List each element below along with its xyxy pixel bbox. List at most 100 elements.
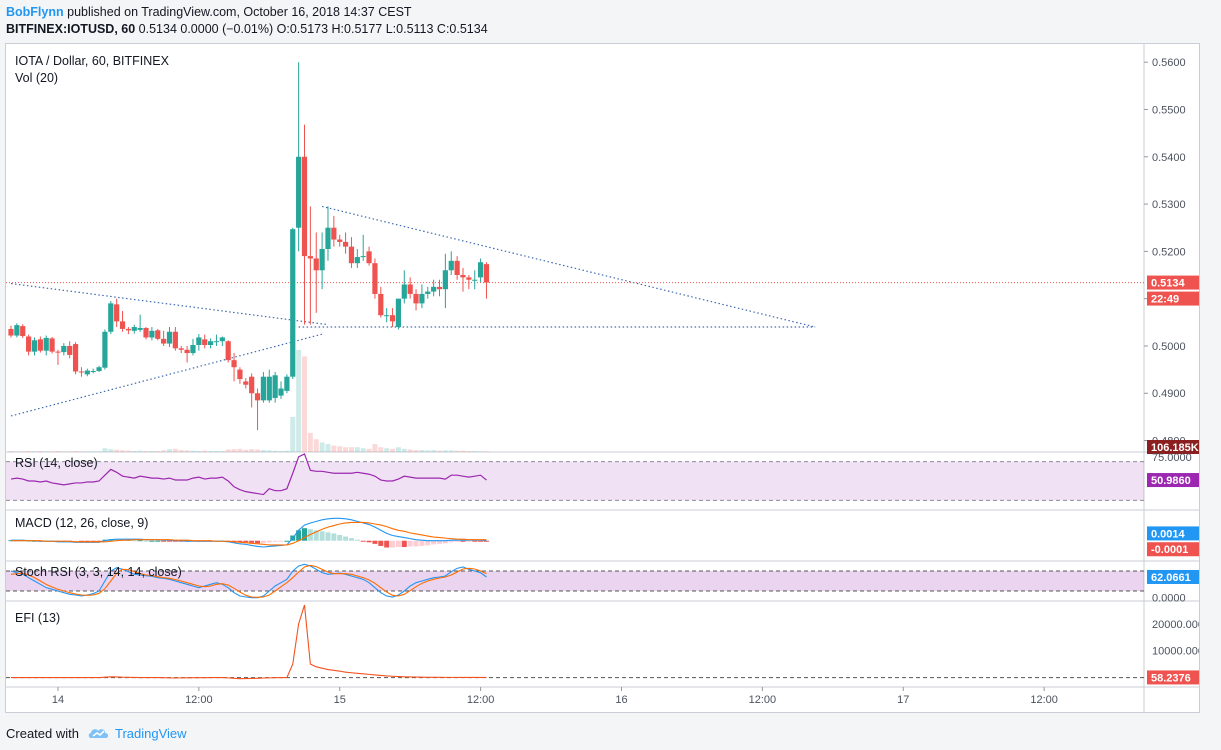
- efi-axis-label: 10000.0000: [1152, 646, 1199, 658]
- tradingview-logo[interactable]: TradingView: [87, 726, 187, 741]
- candle-body: [272, 375, 278, 398]
- volume-badge-text: 106.185K: [1151, 442, 1199, 454]
- volume-bar: [407, 449, 413, 452]
- candle-body: [90, 371, 96, 373]
- macd-histogram-bar: [483, 540, 489, 542]
- macd-histogram-bar: [401, 540, 407, 547]
- candle: [342, 232, 349, 254]
- volume-bar: [84, 451, 90, 452]
- author-name[interactable]: BobFlynn: [6, 5, 64, 19]
- candle: [37, 336, 43, 353]
- volume-bar: [331, 445, 337, 452]
- volume-bar: [337, 446, 343, 452]
- candle-body: [401, 284, 407, 299]
- candle-body: [466, 277, 472, 280]
- candle-body: [413, 293, 419, 304]
- macd-histogram-bar: [260, 540, 266, 544]
- volume-bar: [348, 447, 354, 452]
- candle-body: [14, 325, 20, 336]
- volume-bar: [354, 447, 360, 452]
- candle-body: [219, 337, 225, 342]
- candle: [14, 323, 20, 338]
- candle-body: [442, 270, 448, 290]
- candle-body: [260, 376, 267, 401]
- efi-last-badge-bg: [1147, 670, 1199, 685]
- candle: [61, 343, 67, 356]
- volume-badge-bg: [1147, 440, 1199, 454]
- chart-container[interactable]: 0.56000.55000.54000.53000.52000.51000.50…: [5, 43, 1200, 713]
- volume-bar: [143, 451, 149, 452]
- volume-bar: [448, 450, 454, 452]
- macd-histogram-bar: [448, 540, 454, 543]
- candle-body: [119, 321, 126, 329]
- time-axis-label: 14: [52, 694, 64, 706]
- macd-histogram-bar: [337, 534, 343, 541]
- macd-histogram-bar: [478, 540, 484, 542]
- candle-body: [202, 339, 208, 346]
- volume-bar: [437, 450, 443, 452]
- volume-bar: [431, 450, 437, 452]
- candle-body: [149, 330, 155, 338]
- volume-bar: [213, 451, 219, 452]
- macd-histogram-bar: [149, 540, 155, 542]
- candle: [231, 353, 237, 382]
- candle-body: [436, 286, 443, 290]
- candle-body: [354, 257, 360, 264]
- efi-line: [11, 604, 487, 680]
- volume-bar: [313, 439, 319, 452]
- volume-bar: [395, 447, 401, 452]
- volume-bar: [196, 451, 202, 452]
- chart-canvas[interactable]: 0.56000.55000.54000.53000.52000.51000.50…: [6, 44, 1199, 712]
- stoch-last-badge: 62.0661: [1147, 569, 1199, 584]
- time-axis-label: 12:00: [1030, 694, 1058, 706]
- candle: [96, 365, 102, 372]
- macd-pane-title: MACD (12, 26, close, 9): [15, 516, 148, 530]
- volume-bar: [272, 450, 278, 452]
- macd-histogram-bar: [460, 540, 466, 542]
- candle: [413, 289, 419, 311]
- volume-bar: [102, 448, 108, 452]
- volume-bar: [325, 444, 331, 452]
- candle: [448, 251, 454, 276]
- macd-histogram-bar: [395, 540, 401, 547]
- candle-body: [102, 331, 108, 368]
- macd-histogram-bar: [331, 533, 337, 541]
- candle-body: [431, 286, 437, 292]
- macd-histogram-bar: [296, 530, 302, 541]
- volume-bar: [378, 447, 384, 452]
- volume-bar: [278, 451, 284, 452]
- volume-bar: [172, 448, 178, 452]
- candle-body: [55, 351, 61, 353]
- candle-body: [348, 246, 355, 264]
- candle-body: [155, 330, 161, 339]
- candle: [243, 378, 249, 389]
- volume-bar: [460, 450, 466, 452]
- candle-body: [143, 327, 149, 338]
- candle-body: [172, 331, 178, 349]
- symbol-line: BITFINEX:IOTUSD, 60 0.5134 0.0000 (−0.01…: [6, 21, 1216, 38]
- candle: [460, 267, 466, 292]
- volume-bar: [78, 451, 84, 452]
- volume-bar: [90, 451, 96, 452]
- candle: [43, 335, 49, 356]
- candle: [125, 327, 131, 335]
- stoch-last-badge-bg: [1147, 569, 1199, 584]
- candle: [237, 367, 243, 384]
- candle: [219, 336, 225, 346]
- volume-bar: [26, 451, 32, 452]
- volume-bar: [360, 448, 366, 452]
- candle: [478, 258, 484, 283]
- countdown-badge-text: 22:49: [1151, 294, 1179, 306]
- macd-histogram-bar: [372, 540, 378, 544]
- volume-bar: [67, 451, 73, 452]
- volume-bar: [284, 450, 290, 452]
- stoch-d-line: [10, 564, 487, 598]
- candle: [31, 337, 38, 356]
- trendline: [10, 282, 329, 326]
- price-axis-label: 0.5600: [1152, 57, 1186, 69]
- candle: [442, 253, 448, 309]
- candle-body: [301, 156, 308, 257]
- candle: [313, 232, 319, 313]
- stoch-pane-title: Stoch RSI (3, 3, 14, 14, close): [15, 565, 182, 579]
- candle-body: [483, 264, 490, 283]
